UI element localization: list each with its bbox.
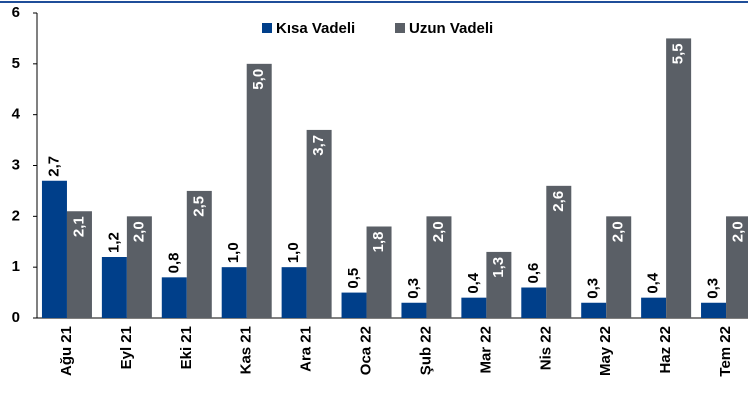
data-label: 1,0	[225, 242, 242, 263]
data-label: 2,5	[190, 196, 207, 217]
x-tick-label: Oca 22	[358, 326, 375, 375]
legend-swatch	[262, 23, 272, 33]
x-tick-label: Ara 21	[298, 326, 315, 372]
bar	[461, 297, 487, 318]
bar	[546, 185, 572, 318]
x-tick-label: May 22	[597, 326, 614, 376]
data-label: 1,2	[105, 232, 122, 253]
data-label: 0,8	[165, 252, 182, 273]
y-tick-label: 1	[12, 258, 20, 275]
data-label: 2,0	[130, 221, 147, 242]
data-label: 2,0	[610, 221, 627, 242]
x-tick-label: Şub 22	[417, 326, 434, 375]
data-label: 0,6	[525, 263, 542, 284]
bar	[726, 216, 748, 318]
x-tick-label: Nis 22	[537, 326, 554, 370]
y-tick-label: 6	[12, 4, 20, 21]
bar	[486, 251, 512, 318]
data-label: 0,3	[705, 278, 722, 299]
bar	[101, 257, 127, 318]
bar	[666, 38, 692, 319]
data-label: 2,0	[430, 221, 447, 242]
data-label: 1,3	[490, 257, 507, 278]
bar	[701, 302, 727, 318]
y-tick-label: 3	[12, 156, 20, 173]
y-tick-label: 2	[12, 207, 20, 224]
bar	[581, 302, 607, 318]
data-label: 0,5	[345, 268, 362, 289]
data-label: 2,6	[550, 191, 567, 212]
x-tick-label: Eyl 21	[118, 326, 135, 369]
data-label: 2,7	[45, 156, 62, 177]
data-label: 0,4	[645, 272, 662, 294]
bar	[306, 129, 332, 318]
bar	[281, 267, 307, 318]
y-tick-label: 4	[12, 106, 21, 123]
x-tick-label: Mar 22	[477, 326, 494, 374]
bar	[521, 287, 547, 318]
bar	[641, 297, 667, 318]
data-label: 0,3	[585, 278, 602, 299]
x-tick-label: Kas 21	[238, 326, 255, 374]
bar	[41, 180, 67, 318]
data-label: 5,0	[250, 69, 267, 90]
data-label: 2,0	[730, 221, 747, 242]
bar	[366, 226, 392, 318]
bar	[126, 216, 152, 318]
x-tick-label: Tem 22	[717, 326, 734, 377]
bar	[426, 216, 452, 318]
bar	[401, 302, 427, 318]
data-label: 0,3	[405, 278, 422, 299]
data-label: 1,8	[370, 232, 387, 253]
bar	[186, 190, 212, 318]
bar	[606, 216, 632, 318]
data-label: 5,5	[670, 43, 687, 64]
legend-swatch	[395, 23, 405, 33]
x-tick-label: Ağu 21	[58, 326, 75, 376]
legend-label: Kısa Vadeli	[276, 20, 355, 37]
x-tick-label: Haz 22	[657, 326, 674, 374]
data-label: 2,1	[70, 216, 87, 237]
x-tick-label: Eki 21	[178, 326, 195, 369]
y-tick-label: 5	[12, 55, 20, 72]
legend-label: Uzun Vadeli	[409, 20, 493, 37]
bar	[66, 211, 92, 318]
bar	[341, 292, 367, 318]
bar	[221, 267, 247, 318]
bar	[161, 277, 187, 318]
data-label: 0,4	[465, 272, 482, 294]
bar	[246, 63, 272, 319]
y-tick-label: 0	[12, 309, 20, 326]
data-label: 1,0	[285, 242, 302, 263]
data-label: 3,7	[310, 135, 327, 156]
